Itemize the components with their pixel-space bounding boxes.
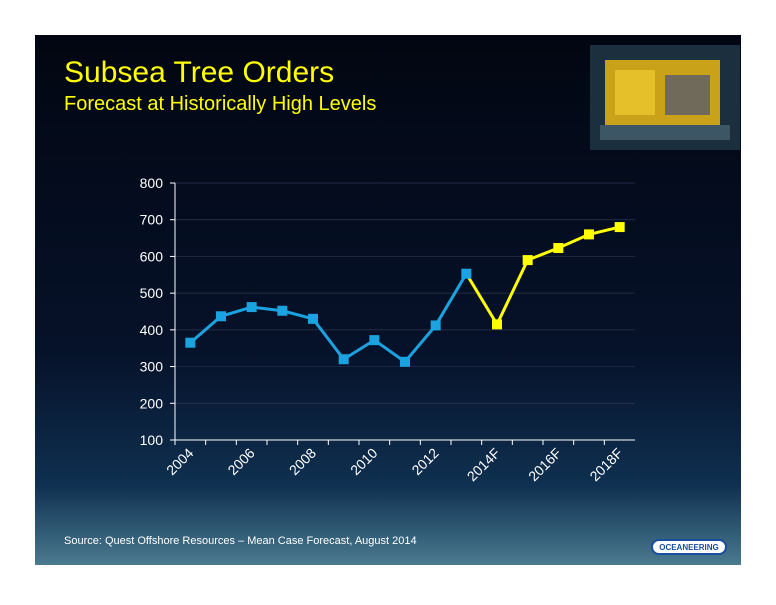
- y-tick-label: 500: [140, 285, 164, 301]
- equipment-photo: [590, 45, 740, 150]
- chart-subtitle: Forecast at Historically High Levels: [64, 93, 376, 115]
- y-tick-label: 100: [140, 432, 164, 448]
- data-point: [369, 335, 380, 346]
- y-tick-label: 400: [140, 322, 164, 338]
- y-tick-label: 300: [140, 359, 164, 375]
- data-point: [277, 305, 288, 316]
- data-point: [400, 356, 410, 367]
- data-point: [553, 242, 564, 253]
- source-note: Source: Quest Offshore Resources – Mean …: [64, 535, 417, 547]
- data-point: [308, 313, 318, 324]
- data-point: [584, 229, 594, 240]
- data-point: [430, 320, 441, 331]
- y-tick-label: 800: [140, 175, 164, 191]
- series-line: [189, 272, 468, 364]
- chart-title: Subsea Tree Orders: [64, 56, 334, 89]
- logo-badge: [651, 539, 727, 555]
- logo: OCEANEERING: [659, 543, 719, 552]
- y-tick-label: 200: [140, 395, 164, 411]
- data-point: [216, 311, 226, 322]
- data-point: [185, 337, 196, 348]
- data-point: [614, 222, 625, 233]
- data-point: [492, 319, 502, 330]
- data-point: [338, 354, 349, 365]
- data-point: [522, 255, 533, 266]
- series-line: [465, 225, 621, 328]
- data-point: [461, 268, 472, 279]
- data-point: [246, 302, 257, 313]
- y-tick-label: 600: [140, 248, 164, 264]
- y-tick-label: 700: [140, 212, 164, 228]
